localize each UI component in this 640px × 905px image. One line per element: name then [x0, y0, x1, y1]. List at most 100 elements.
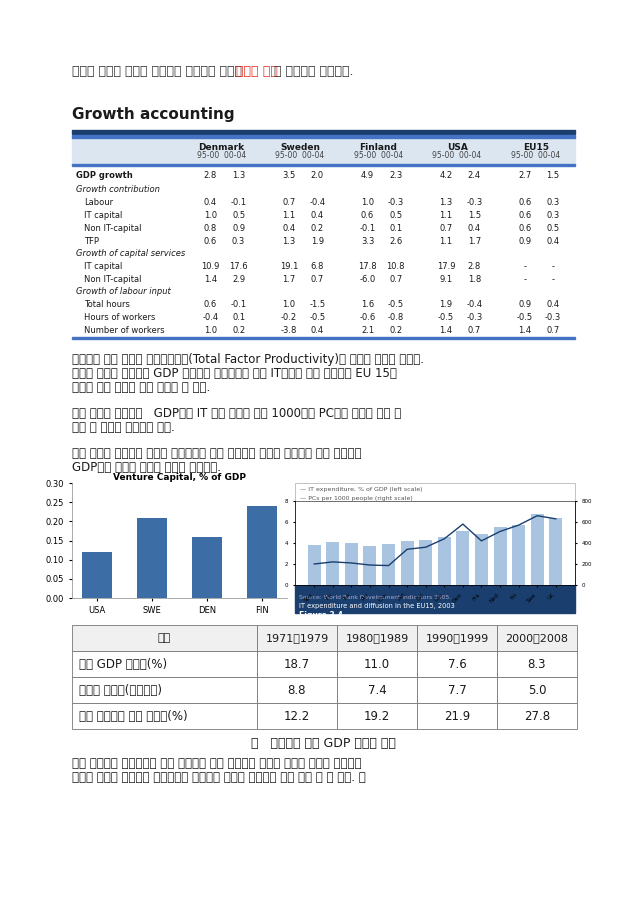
Text: 0.1: 0.1	[232, 313, 245, 322]
Text: 2.1: 2.1	[361, 326, 374, 335]
Text: GDP대비 비율도 미국의 그것을 상회한다.: GDP대비 비율도 미국의 그것을 상회한다.	[72, 461, 221, 474]
Text: 0.9: 0.9	[518, 237, 531, 246]
Bar	[493, 528, 506, 585]
Text: 1.4: 1.4	[440, 326, 452, 335]
Text: -0.5: -0.5	[438, 313, 454, 322]
Bar	[417, 651, 497, 677]
Text: 그런데 북유럽 국가들의 GDP 성장률을 분해해보면 특히 IT자본의 성장 기여도가 EU 15국: 그런데 북유럽 국가들의 GDP 성장률을 분해해보면 특히 IT자본의 성장 …	[72, 367, 397, 380]
Text: 0.6: 0.6	[204, 300, 217, 309]
Text: 0.7: 0.7	[282, 198, 296, 207]
Bar	[364, 546, 376, 585]
Text: 0.4: 0.4	[310, 211, 324, 220]
Bar	[419, 540, 432, 585]
Text: 21.9: 21.9	[444, 710, 470, 722]
Text: 2.6: 2.6	[389, 237, 403, 246]
Bar	[82, 552, 112, 598]
Text: 7.7: 7.7	[447, 683, 467, 697]
Text: TFP: TFP	[84, 237, 99, 246]
Bar	[295, 483, 575, 613]
Text: IT capital: IT capital	[84, 262, 122, 271]
Text: Non IT-capital: Non IT-capital	[84, 224, 141, 233]
Text: -6.0: -6.0	[360, 275, 376, 284]
Text: 1.9: 1.9	[310, 237, 324, 246]
Bar	[295, 585, 575, 613]
Bar	[257, 625, 337, 651]
Text: 1980－1989: 1980－1989	[346, 633, 408, 643]
Text: Labour: Labour	[84, 198, 113, 207]
Text: USA: USA	[447, 142, 468, 151]
Text: 1.0: 1.0	[361, 198, 374, 207]
Text: 4.9: 4.9	[361, 172, 374, 180]
Text: 성장률 변동성(표준편차): 성장률 변동성(표준편차)	[79, 683, 162, 697]
Text: 0.6: 0.6	[518, 211, 531, 220]
Text: Hours of workers: Hours of workers	[84, 313, 156, 322]
Text: 17.8: 17.8	[358, 262, 377, 271]
Text: Number of workers: Number of workers	[84, 326, 164, 335]
Text: 1.0: 1.0	[282, 300, 296, 309]
Text: 0.6: 0.6	[518, 198, 531, 207]
Text: 실질 GDP 성장률(%): 실질 GDP 성장률(%)	[79, 658, 167, 671]
Text: 1.1: 1.1	[282, 211, 296, 220]
Bar	[345, 543, 358, 585]
Text: -0.4: -0.4	[202, 313, 218, 322]
Bar	[247, 506, 277, 598]
Text: 0.8: 0.8	[204, 224, 217, 233]
Bar	[72, 625, 257, 651]
Text: 10.9: 10.9	[201, 262, 220, 271]
Bar	[512, 525, 525, 585]
Bar	[417, 677, 497, 703]
Text: 0.2: 0.2	[389, 326, 403, 335]
Text: 9.1: 9.1	[440, 275, 452, 284]
Text: 1.9: 1.9	[440, 300, 452, 309]
Bar	[72, 260, 575, 273]
Text: — PCs per 1000 people (right scale): — PCs per 1000 people (right scale)	[300, 496, 413, 501]
Text: Non IT-capital: Non IT-capital	[84, 275, 141, 284]
Text: 95-00  00-04: 95-00 00-04	[275, 151, 324, 160]
Text: 10.8: 10.8	[387, 262, 405, 271]
Text: 0.5: 0.5	[232, 211, 245, 220]
Text: 북유럽 모델이 한국의 바람직한 자본주의 모델인: 북유럽 모델이 한국의 바람직한 자본주의 모델인	[72, 65, 246, 78]
Bar	[531, 514, 544, 585]
Text: 2000－2008: 2000－2008	[506, 633, 568, 643]
Text: 1.8: 1.8	[468, 275, 481, 284]
Text: IT capital: IT capital	[84, 211, 122, 220]
Text: 0.4: 0.4	[310, 326, 324, 335]
Bar	[72, 273, 575, 286]
Bar	[257, 703, 337, 729]
Bar	[438, 537, 451, 585]
Text: 0.5: 0.5	[389, 211, 403, 220]
Bar	[72, 235, 575, 248]
Text: -0.2: -0.2	[281, 313, 297, 322]
Text: 4.2: 4.2	[440, 172, 452, 180]
Text: -0.3: -0.3	[467, 313, 483, 322]
Bar	[72, 138, 575, 164]
Text: 믿만 아니라 혁신적인 기술과 아이디어를 가진 창업자에 자금을 지원하는 벤처 캐피탈의: 믿만 아니라 혁신적인 기술과 아이디어를 가진 창업자에 자금을 지원하는 벤…	[72, 447, 362, 460]
Bar	[72, 164, 575, 166]
Bar	[72, 703, 257, 729]
Text: Growth contribution: Growth contribution	[76, 186, 160, 195]
Text: 1.7: 1.7	[282, 275, 296, 284]
Text: -0.8: -0.8	[388, 313, 404, 322]
Bar	[72, 196, 575, 209]
Text: -1.5: -1.5	[309, 300, 325, 309]
Text: 1.1: 1.1	[440, 211, 452, 220]
Text: 2.9: 2.9	[232, 275, 245, 284]
Text: 0.6: 0.6	[518, 224, 531, 233]
Text: EU15: EU15	[523, 142, 548, 151]
Text: 1.3: 1.3	[232, 172, 245, 180]
Text: 항목: 항목	[158, 633, 171, 643]
Text: Source: World Bank Development Indicators 2005.: Source: World Bank Development Indicator…	[299, 595, 451, 600]
Text: 0.2: 0.2	[310, 224, 324, 233]
Text: 1.1: 1.1	[440, 237, 452, 246]
Text: 27.8: 27.8	[524, 710, 550, 722]
Text: -: -	[552, 262, 554, 271]
Text: 0.9: 0.9	[518, 300, 531, 309]
Bar	[549, 518, 563, 585]
Text: 국가들의 경제 성장은 총요소생산성(Total Factor Productivity)의 증가에 기인한 것이다.: 국가들의 경제 성장은 총요소생산성(Total Factor Producti…	[72, 353, 424, 366]
Text: 2.3: 2.3	[389, 172, 403, 180]
Text: 3.3: 3.3	[361, 237, 374, 246]
Text: 0.6: 0.6	[204, 237, 217, 246]
Text: 0.3: 0.3	[232, 237, 245, 246]
Text: 는 제조업의 발전이다.: 는 제조업의 발전이다.	[274, 65, 353, 78]
Text: GDP growth: GDP growth	[76, 172, 132, 180]
